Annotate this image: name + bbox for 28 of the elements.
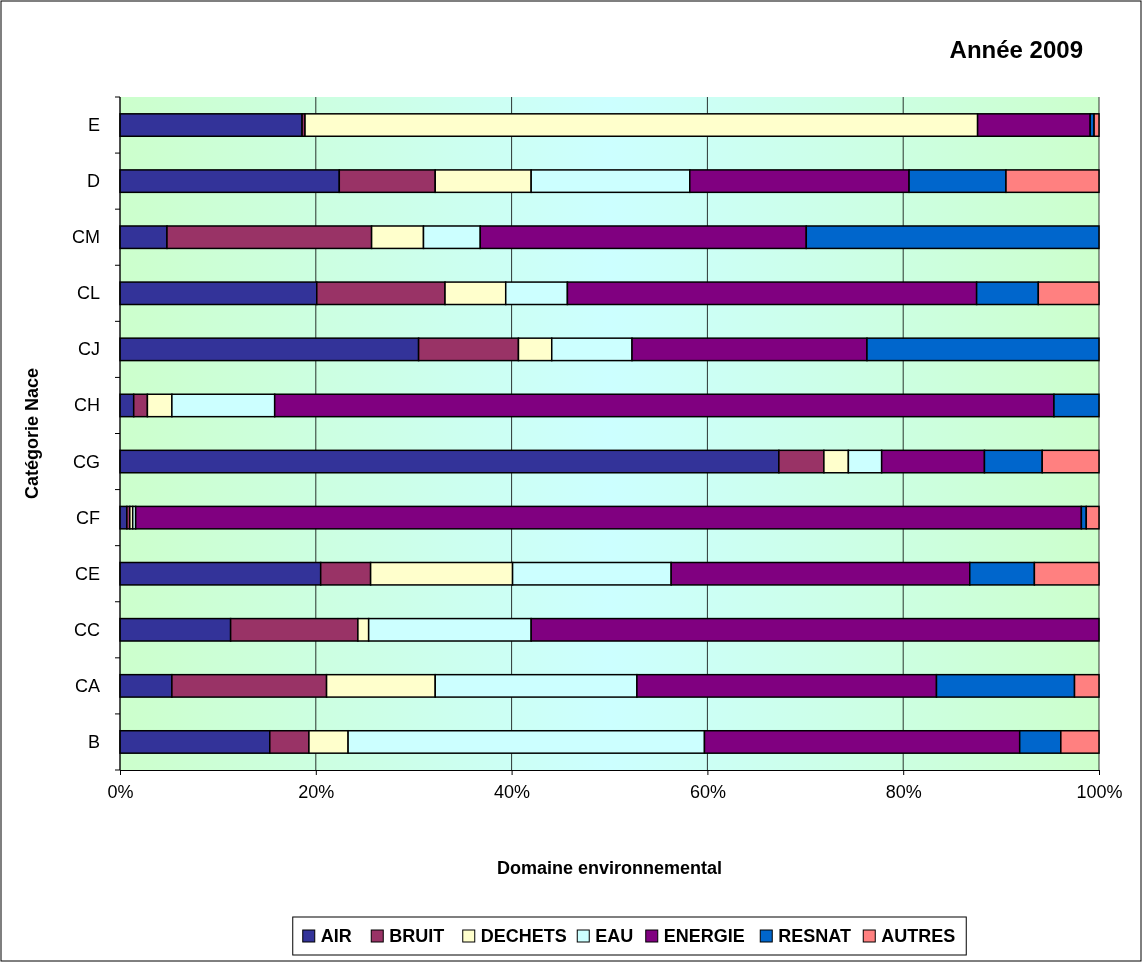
y-tick-label: CC: [74, 619, 100, 640]
x-tick-label: 100%: [1076, 781, 1123, 802]
y-tick-label: CG: [73, 451, 100, 472]
y-tick-label: B: [87, 731, 100, 752]
x-tick-label: 0%: [107, 781, 134, 802]
legend-label: EAU: [595, 926, 634, 946]
y-tick-label: CA: [74, 675, 100, 696]
legend-label: AUTRES: [881, 926, 956, 946]
legend-label: BRUIT: [389, 926, 445, 946]
x-tick-label: 60%: [689, 781, 726, 802]
y-tick-label: CF: [76, 507, 100, 528]
legend-label: RESNAT: [778, 926, 851, 946]
chart-title: Année 2009: [949, 36, 1083, 63]
y-tick-label: CH: [74, 395, 100, 416]
y-tick-label: D: [87, 171, 100, 192]
y-tick-label: CE: [74, 563, 100, 584]
x-tick-label: 40%: [494, 781, 531, 802]
legend-label: AIR: [320, 926, 352, 946]
legend-label: DECHETS: [480, 926, 567, 946]
legend-label: ENERGIE: [663, 926, 745, 946]
y-axis-title: Catégorie Nace: [22, 367, 42, 500]
y-tick-label: CL: [76, 283, 100, 304]
x-tick-label: 20%: [298, 781, 335, 802]
y-tick-label: CM: [72, 227, 100, 248]
x-axis-title: Domaine environnemental: [496, 858, 723, 878]
y-tick-label: E: [87, 115, 100, 136]
y-tick-label: CJ: [78, 339, 100, 360]
x-tick-label: 80%: [885, 781, 922, 802]
